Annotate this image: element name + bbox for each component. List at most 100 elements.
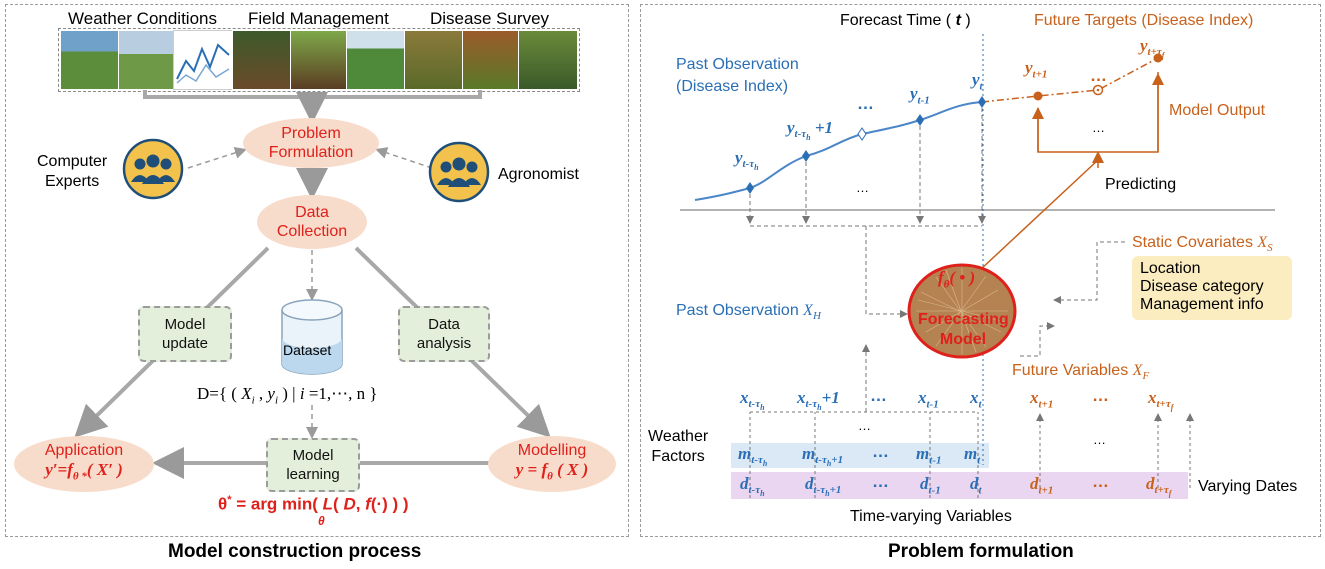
static-covariates-label: Static Covariates XS bbox=[1132, 234, 1273, 255]
forecasting-model-label: Forecasting Model bbox=[918, 310, 1009, 350]
agronomist-people-icon bbox=[428, 141, 490, 203]
data-analysis-line1: Data bbox=[428, 316, 460, 333]
category-weather-conditions: Weather Conditions bbox=[68, 9, 217, 28]
model-update-box: Model update bbox=[138, 306, 232, 362]
model-update-line2: update bbox=[162, 335, 208, 352]
d-label-t-1: dt-1 bbox=[920, 474, 941, 497]
right-connectors bbox=[680, 34, 1275, 498]
future-bracket-ellipsis: … bbox=[1093, 432, 1106, 447]
past-observation-line2: (Disease Index) bbox=[676, 78, 789, 95]
data-collection-line1: Data bbox=[295, 204, 329, 221]
model-name-line2: Model bbox=[939, 331, 987, 348]
d-label-t-tauh: dt-τh bbox=[740, 474, 765, 499]
past-observation-index-label: Past Observation (Disease Index) bbox=[676, 54, 799, 98]
left-panel bbox=[5, 4, 629, 537]
weather-factors-line1: Weather bbox=[648, 428, 709, 445]
dataset-label: Dataset bbox=[283, 342, 332, 358]
dataset-formula: D={ ( Xi , yi ) | i =1,⋯, n } bbox=[197, 384, 378, 407]
d-future-ellipsis: … bbox=[1092, 472, 1109, 491]
d-label-t: dt bbox=[970, 474, 982, 497]
model-name-line1: Forecasting bbox=[918, 311, 1009, 328]
application-label: Application bbox=[44, 442, 124, 460]
y-label-t-plus-tauf: yt+τf bbox=[1140, 36, 1165, 61]
x-ellipsis: … bbox=[870, 386, 887, 405]
time-varying-label: Time-varying Variables bbox=[850, 508, 1012, 525]
model-learning-line1: Model bbox=[292, 447, 334, 464]
past-observation-line1: Past Observation bbox=[676, 56, 799, 73]
computer-experts-label: Computer Experts bbox=[37, 152, 107, 192]
y-label-t-tauh-plus1: yt-τh +1 bbox=[787, 118, 834, 143]
predicting-label: Predicting bbox=[1105, 176, 1177, 193]
x-label-t-plus1: xt+1 bbox=[1030, 388, 1054, 411]
x-label-t-1: xt-1 bbox=[918, 388, 939, 411]
agronomist-label: Agronomist bbox=[498, 166, 579, 183]
computer-experts-people-icon bbox=[122, 138, 184, 200]
problem-formulation-oval: Problem Formulation bbox=[243, 118, 379, 168]
y-future-ellipsis: … bbox=[1090, 66, 1107, 85]
static-item-disease-category: Disease category bbox=[1140, 278, 1264, 295]
past-observation-x-label: Past Observation XH bbox=[676, 302, 821, 323]
weather-factors-line2: Factors bbox=[651, 448, 705, 465]
argmin-formula: θ* = arg min( L( D, f(·) ) ) bbox=[218, 494, 409, 514]
curve-ellipsis: … bbox=[856, 180, 869, 195]
argmin-subscript: θ bbox=[318, 514, 325, 528]
d-label-t-tauh-plus1: dt-τh+1 bbox=[805, 474, 842, 499]
weather-factors-band bbox=[731, 443, 989, 468]
problem-formulation-line1: Problem bbox=[281, 125, 341, 142]
neural-network-ellipse bbox=[907, 263, 1017, 359]
photo-weather-chart bbox=[173, 30, 233, 90]
d-label-t-plus1: dt+1 bbox=[1030, 474, 1054, 497]
m-label-t-tauh-plus1: mt-τh+1 bbox=[802, 444, 844, 469]
output-box-ellipsis: … bbox=[1092, 120, 1105, 135]
model-learning-box: Model learning bbox=[266, 438, 360, 492]
y-label-t-plus1: yt+1 bbox=[1025, 58, 1048, 81]
m-label-t-tauh: mt-τh bbox=[738, 444, 768, 469]
x-label-t-plus-tauf: xt+τf bbox=[1148, 388, 1174, 413]
problem-formulation-line2: Formulation bbox=[268, 144, 354, 161]
y-label-t: yt bbox=[972, 70, 983, 93]
photo-planting bbox=[290, 30, 347, 90]
future-targets-label: Future Targets (Disease Index) bbox=[1034, 12, 1254, 29]
modelling-label: Modelling bbox=[517, 442, 587, 460]
category-disease-survey: Disease Survey bbox=[430, 9, 550, 28]
y-label-t-1: yt-1 bbox=[910, 84, 930, 107]
model-learning-line2: learning bbox=[286, 466, 340, 483]
d-ellipsis: … bbox=[872, 472, 889, 491]
application-oval: Application y′=fθ *( X′ ) bbox=[14, 436, 154, 492]
modelling-oval: Modelling y = fθ ( X ) bbox=[488, 436, 616, 492]
x-label-t: xt bbox=[970, 388, 982, 411]
right-caption: Problem formulation bbox=[888, 541, 1074, 562]
future-variables-label: Future Variables XF bbox=[1012, 362, 1150, 383]
m-label-t: mt bbox=[964, 444, 981, 467]
x-label-t-tauh-plus1: xt-τh+1 bbox=[797, 388, 840, 413]
forecast-time-label: Forecast Time ( t ) bbox=[840, 12, 971, 29]
photo-corn-rows bbox=[518, 30, 578, 90]
m-label-t-1: mt-1 bbox=[916, 444, 942, 467]
y-label-t-tauh: yt-τh bbox=[735, 148, 759, 173]
varying-dates-band bbox=[731, 472, 1188, 499]
bracket-ellipsis: … bbox=[858, 418, 871, 433]
model-function: fθ( • ) bbox=[938, 268, 976, 291]
computer-experts-line2: Experts bbox=[45, 173, 100, 190]
m-ellipsis: … bbox=[872, 442, 889, 461]
photo-weather-station bbox=[118, 30, 174, 90]
data-collection-oval: Data Collection bbox=[257, 195, 367, 249]
data-analysis-line2: analysis bbox=[416, 335, 472, 352]
model-output-label: Model Output bbox=[1169, 102, 1266, 119]
weather-chart-icon bbox=[176, 43, 230, 84]
application-formula: y′=fθ *( X′ ) bbox=[45, 460, 123, 483]
model-update-line1: Model bbox=[164, 316, 206, 333]
y-ellipsis: … bbox=[857, 94, 874, 113]
left-caption: Model construction process bbox=[168, 541, 422, 562]
right-panel bbox=[640, 4, 1321, 537]
d-label-t-plus-tauf: dt+τf bbox=[1146, 474, 1172, 499]
weather-factors-label: Weather Factors bbox=[648, 427, 708, 467]
x-future-ellipsis: … bbox=[1092, 386, 1109, 405]
varying-dates-label: Varying Dates bbox=[1198, 478, 1298, 495]
computer-experts-line1: Computer bbox=[37, 153, 108, 170]
static-covariates-box: Location Disease category Management inf… bbox=[1132, 256, 1292, 320]
x-label-t-tauh: xt-τh bbox=[740, 388, 765, 413]
data-collection-line2: Collection bbox=[276, 223, 348, 240]
photo-strip-border bbox=[58, 28, 580, 92]
data-analysis-box: Data analysis bbox=[398, 306, 490, 362]
